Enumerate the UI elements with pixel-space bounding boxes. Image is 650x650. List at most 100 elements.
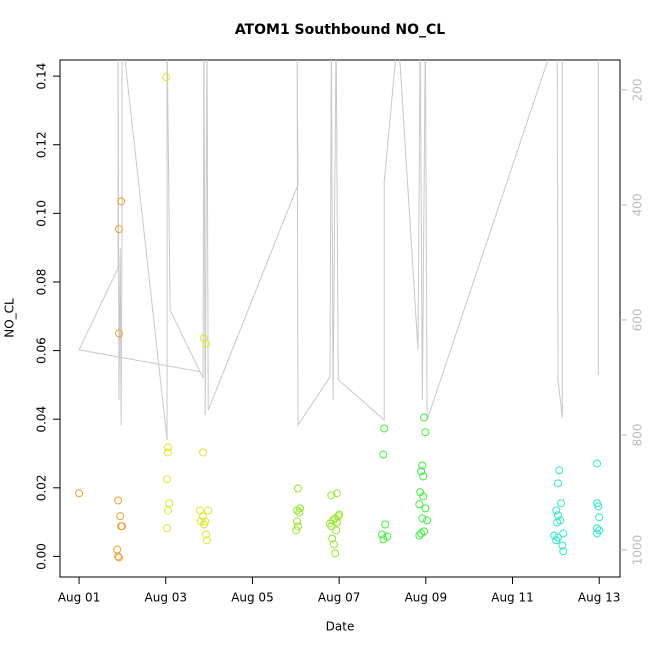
data-point: [292, 526, 301, 535]
y-axis-label: NO_CL: [3, 298, 17, 338]
data-point: [557, 499, 566, 508]
x-tick-label: Aug 05: [231, 591, 274, 605]
data-point: [114, 225, 123, 234]
y-tick-label: 0.02: [35, 474, 49, 501]
data-point: [163, 475, 172, 484]
data-point: [419, 492, 428, 501]
x-tick-label: Aug 11: [491, 591, 534, 605]
data-point: [199, 512, 208, 521]
data-point: [593, 459, 602, 468]
data-point: [593, 529, 602, 538]
y2-tick-label: 200: [631, 78, 645, 101]
data-point: [593, 524, 602, 533]
data-point: [417, 467, 426, 476]
chart-title: ATOM1 Southbound NO_CL: [235, 22, 445, 38]
data-point: [420, 527, 429, 536]
data-point: [380, 424, 389, 433]
data-point: [117, 197, 126, 206]
data-point: [114, 552, 123, 561]
data-point: [163, 524, 172, 533]
data-point: [415, 531, 424, 540]
data-point: [423, 516, 432, 525]
y-tick-label: 0.12: [35, 131, 49, 158]
data-point: [332, 526, 341, 535]
data-point: [329, 540, 338, 549]
x-tick-label: Aug 13: [578, 591, 621, 605]
y-tick-label: 0.10: [35, 200, 49, 227]
data-point: [559, 529, 568, 538]
data-point: [334, 512, 343, 521]
data-point: [204, 506, 213, 515]
data-point: [383, 532, 392, 541]
x-axis-label: Date: [326, 620, 355, 634]
y2-tick-label: 600: [631, 308, 645, 331]
y-tick-label: 0.14: [35, 63, 49, 90]
y-tick-label: 0.00: [35, 543, 49, 570]
data-point: [295, 508, 304, 517]
y2-tick-label: 1000: [631, 535, 645, 566]
data-point: [328, 534, 337, 543]
data-point: [114, 553, 123, 562]
data-point: [162, 73, 171, 82]
data-point: [378, 530, 387, 539]
data-point: [559, 547, 568, 556]
data-point: [420, 413, 429, 422]
data-point: [116, 512, 125, 521]
data-point: [552, 506, 561, 515]
data-point: [415, 500, 424, 509]
x-tick-label: Aug 07: [318, 591, 361, 605]
x-tick-label: Aug 09: [405, 591, 448, 605]
pressure-line: [78, 60, 599, 441]
data-point: [421, 428, 430, 437]
data-point: [332, 489, 341, 498]
data-point: [554, 479, 563, 488]
y-tick-label: 0.04: [35, 406, 49, 433]
data-point: [163, 506, 172, 515]
data-point: [595, 513, 604, 522]
y-tick-label: 0.08: [35, 269, 49, 296]
data-point: [381, 520, 390, 529]
data-point: [594, 502, 603, 511]
data-point: [293, 522, 302, 531]
data-point: [202, 536, 211, 545]
data-point: [163, 443, 172, 452]
data-point: [421, 504, 430, 513]
data-point: [418, 461, 427, 470]
data-point: [332, 518, 341, 527]
data-point: [293, 484, 302, 493]
data-point: [114, 329, 123, 338]
data-point: [550, 531, 559, 540]
data-point: [202, 339, 211, 348]
data-point: [335, 510, 344, 519]
data-point: [199, 520, 208, 529]
data-point: [293, 517, 302, 526]
data-point: [75, 489, 84, 498]
data-point: [558, 541, 567, 550]
data-point: [331, 549, 340, 558]
plot-frame: [59, 59, 621, 578]
data-point: [199, 334, 208, 343]
plot-area: [75, 60, 604, 562]
data-point: [114, 496, 123, 505]
data-point: [113, 545, 122, 554]
data-point: [296, 504, 305, 513]
data-point: [418, 514, 427, 523]
data-point: [553, 518, 562, 527]
data-point: [202, 530, 211, 539]
y-tick-label: 0.06: [35, 337, 49, 364]
x-tick-label: Aug 01: [58, 591, 101, 605]
data-point: [419, 472, 428, 481]
data-point: [117, 522, 126, 531]
x-tick-label: Aug 03: [145, 591, 188, 605]
data-point: [327, 491, 336, 500]
y2-tick-label: 400: [631, 193, 645, 216]
data-point: [555, 466, 564, 475]
data-point: [163, 448, 172, 457]
data-point: [379, 450, 388, 459]
y2-tick-label: 800: [631, 424, 645, 447]
data-point: [554, 533, 563, 542]
data-point: [327, 522, 336, 531]
data-point: [199, 448, 208, 457]
data-point: [165, 499, 174, 508]
